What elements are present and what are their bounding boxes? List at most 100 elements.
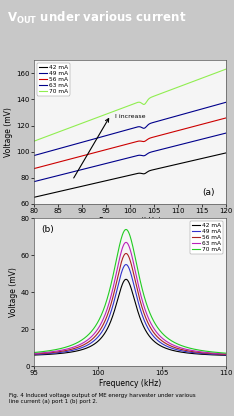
63 mA bbox=[224, 352, 227, 357]
42 mA bbox=[119, 175, 122, 180]
70 mA bbox=[66, 126, 69, 131]
42 mA bbox=[125, 277, 128, 282]
49 mA bbox=[224, 352, 227, 357]
70 mA bbox=[82, 337, 85, 342]
56 mA bbox=[177, 346, 180, 351]
49 mA bbox=[146, 324, 149, 329]
42 mA bbox=[33, 353, 35, 358]
70 mA bbox=[224, 351, 227, 356]
X-axis label: Frequency (kHz): Frequency (kHz) bbox=[99, 217, 161, 226]
42 mA bbox=[224, 151, 227, 156]
42 mA bbox=[33, 195, 35, 200]
42 mA bbox=[66, 350, 69, 355]
42 mA bbox=[119, 287, 122, 292]
56 mA bbox=[66, 348, 69, 353]
63 mA bbox=[146, 313, 149, 318]
70 mA bbox=[125, 227, 128, 232]
56 mA bbox=[33, 166, 35, 171]
49 mA bbox=[177, 143, 180, 148]
56 mA bbox=[66, 157, 69, 162]
Text: Fig. 4 Induced voltage output of ME energy harvester under various
line current : Fig. 4 Induced voltage output of ME ener… bbox=[9, 393, 196, 404]
63 mA bbox=[125, 240, 128, 245]
Legend: 42 mA, 49 mA, 56 mA, 63 mA, 70 mA: 42 mA, 49 mA, 56 mA, 63 mA, 70 mA bbox=[37, 63, 70, 96]
Text: I increase: I increase bbox=[116, 114, 146, 119]
49 mA bbox=[119, 272, 122, 277]
70 mA bbox=[66, 344, 69, 349]
70 mA bbox=[82, 120, 85, 125]
Y-axis label: Voltage (mV): Voltage (mV) bbox=[9, 267, 18, 317]
Line: 63 mA: 63 mA bbox=[34, 243, 226, 354]
70 mA bbox=[177, 84, 180, 89]
56 mA bbox=[146, 319, 149, 324]
70 mA bbox=[119, 106, 122, 111]
70 mA bbox=[119, 238, 122, 243]
56 mA bbox=[224, 352, 227, 357]
49 mA bbox=[125, 262, 128, 267]
63 mA bbox=[177, 113, 180, 118]
56 mA bbox=[119, 143, 122, 148]
70 mA bbox=[224, 67, 227, 72]
49 mA bbox=[146, 151, 148, 156]
49 mA bbox=[33, 352, 35, 357]
42 mA bbox=[146, 170, 148, 175]
63 mA bbox=[177, 345, 180, 350]
56 mA bbox=[177, 128, 180, 133]
70 mA bbox=[146, 99, 148, 104]
49 mA bbox=[66, 171, 69, 176]
49 mA bbox=[66, 349, 69, 354]
70 mA bbox=[33, 350, 35, 355]
Line: 63 mA: 63 mA bbox=[34, 102, 226, 156]
49 mA bbox=[82, 167, 85, 172]
70 mA bbox=[161, 91, 164, 96]
49 mA bbox=[33, 179, 35, 184]
Line: 56 mA: 56 mA bbox=[34, 253, 226, 354]
49 mA bbox=[119, 157, 122, 162]
63 mA bbox=[33, 153, 35, 158]
56 mA bbox=[161, 339, 164, 344]
63 mA bbox=[33, 351, 35, 356]
70 mA bbox=[161, 331, 164, 336]
63 mA bbox=[66, 346, 69, 351]
70 mA bbox=[33, 139, 35, 144]
Legend: 42 mA, 49 mA, 56 mA, 63 mA, 70 mA: 42 mA, 49 mA, 56 mA, 63 mA, 70 mA bbox=[190, 221, 223, 254]
42 mA bbox=[224, 353, 227, 358]
56 mA bbox=[82, 342, 85, 347]
70 mA bbox=[177, 342, 180, 347]
63 mA bbox=[224, 100, 227, 105]
49 mA bbox=[161, 342, 164, 347]
63 mA bbox=[66, 144, 69, 149]
56 mA bbox=[224, 116, 227, 121]
63 mA bbox=[82, 340, 85, 345]
42 mA bbox=[82, 183, 85, 188]
56 mA bbox=[161, 132, 164, 137]
Text: $\mathbf{V}_{\mathbf{OUT}}$ under various current: $\mathbf{V}_{\mathbf{OUT}}$ under variou… bbox=[7, 10, 186, 26]
56 mA bbox=[119, 262, 122, 267]
56 mA bbox=[146, 137, 148, 142]
63 mA bbox=[82, 139, 85, 144]
42 mA bbox=[161, 165, 164, 170]
Line: 42 mA: 42 mA bbox=[34, 153, 226, 197]
Line: 70 mA: 70 mA bbox=[34, 230, 226, 353]
70 mA bbox=[146, 304, 149, 309]
49 mA bbox=[177, 348, 180, 353]
63 mA bbox=[161, 118, 164, 123]
49 mA bbox=[224, 131, 227, 136]
42 mA bbox=[161, 344, 164, 349]
Line: 42 mA: 42 mA bbox=[34, 279, 226, 355]
63 mA bbox=[146, 124, 148, 129]
Text: (a): (a) bbox=[202, 188, 214, 197]
56 mA bbox=[82, 153, 85, 158]
56 mA bbox=[33, 352, 35, 357]
Line: 49 mA: 49 mA bbox=[34, 133, 226, 182]
Y-axis label: Voltage (mV): Voltage (mV) bbox=[4, 107, 14, 157]
63 mA bbox=[119, 251, 122, 256]
42 mA bbox=[146, 331, 149, 336]
Text: (b): (b) bbox=[42, 225, 54, 234]
42 mA bbox=[82, 347, 85, 352]
42 mA bbox=[177, 161, 180, 166]
Line: 70 mA: 70 mA bbox=[34, 69, 226, 141]
42 mA bbox=[177, 349, 180, 354]
X-axis label: Frequency (kHz): Frequency (kHz) bbox=[99, 379, 161, 388]
Line: 49 mA: 49 mA bbox=[34, 265, 226, 355]
56 mA bbox=[125, 251, 128, 256]
